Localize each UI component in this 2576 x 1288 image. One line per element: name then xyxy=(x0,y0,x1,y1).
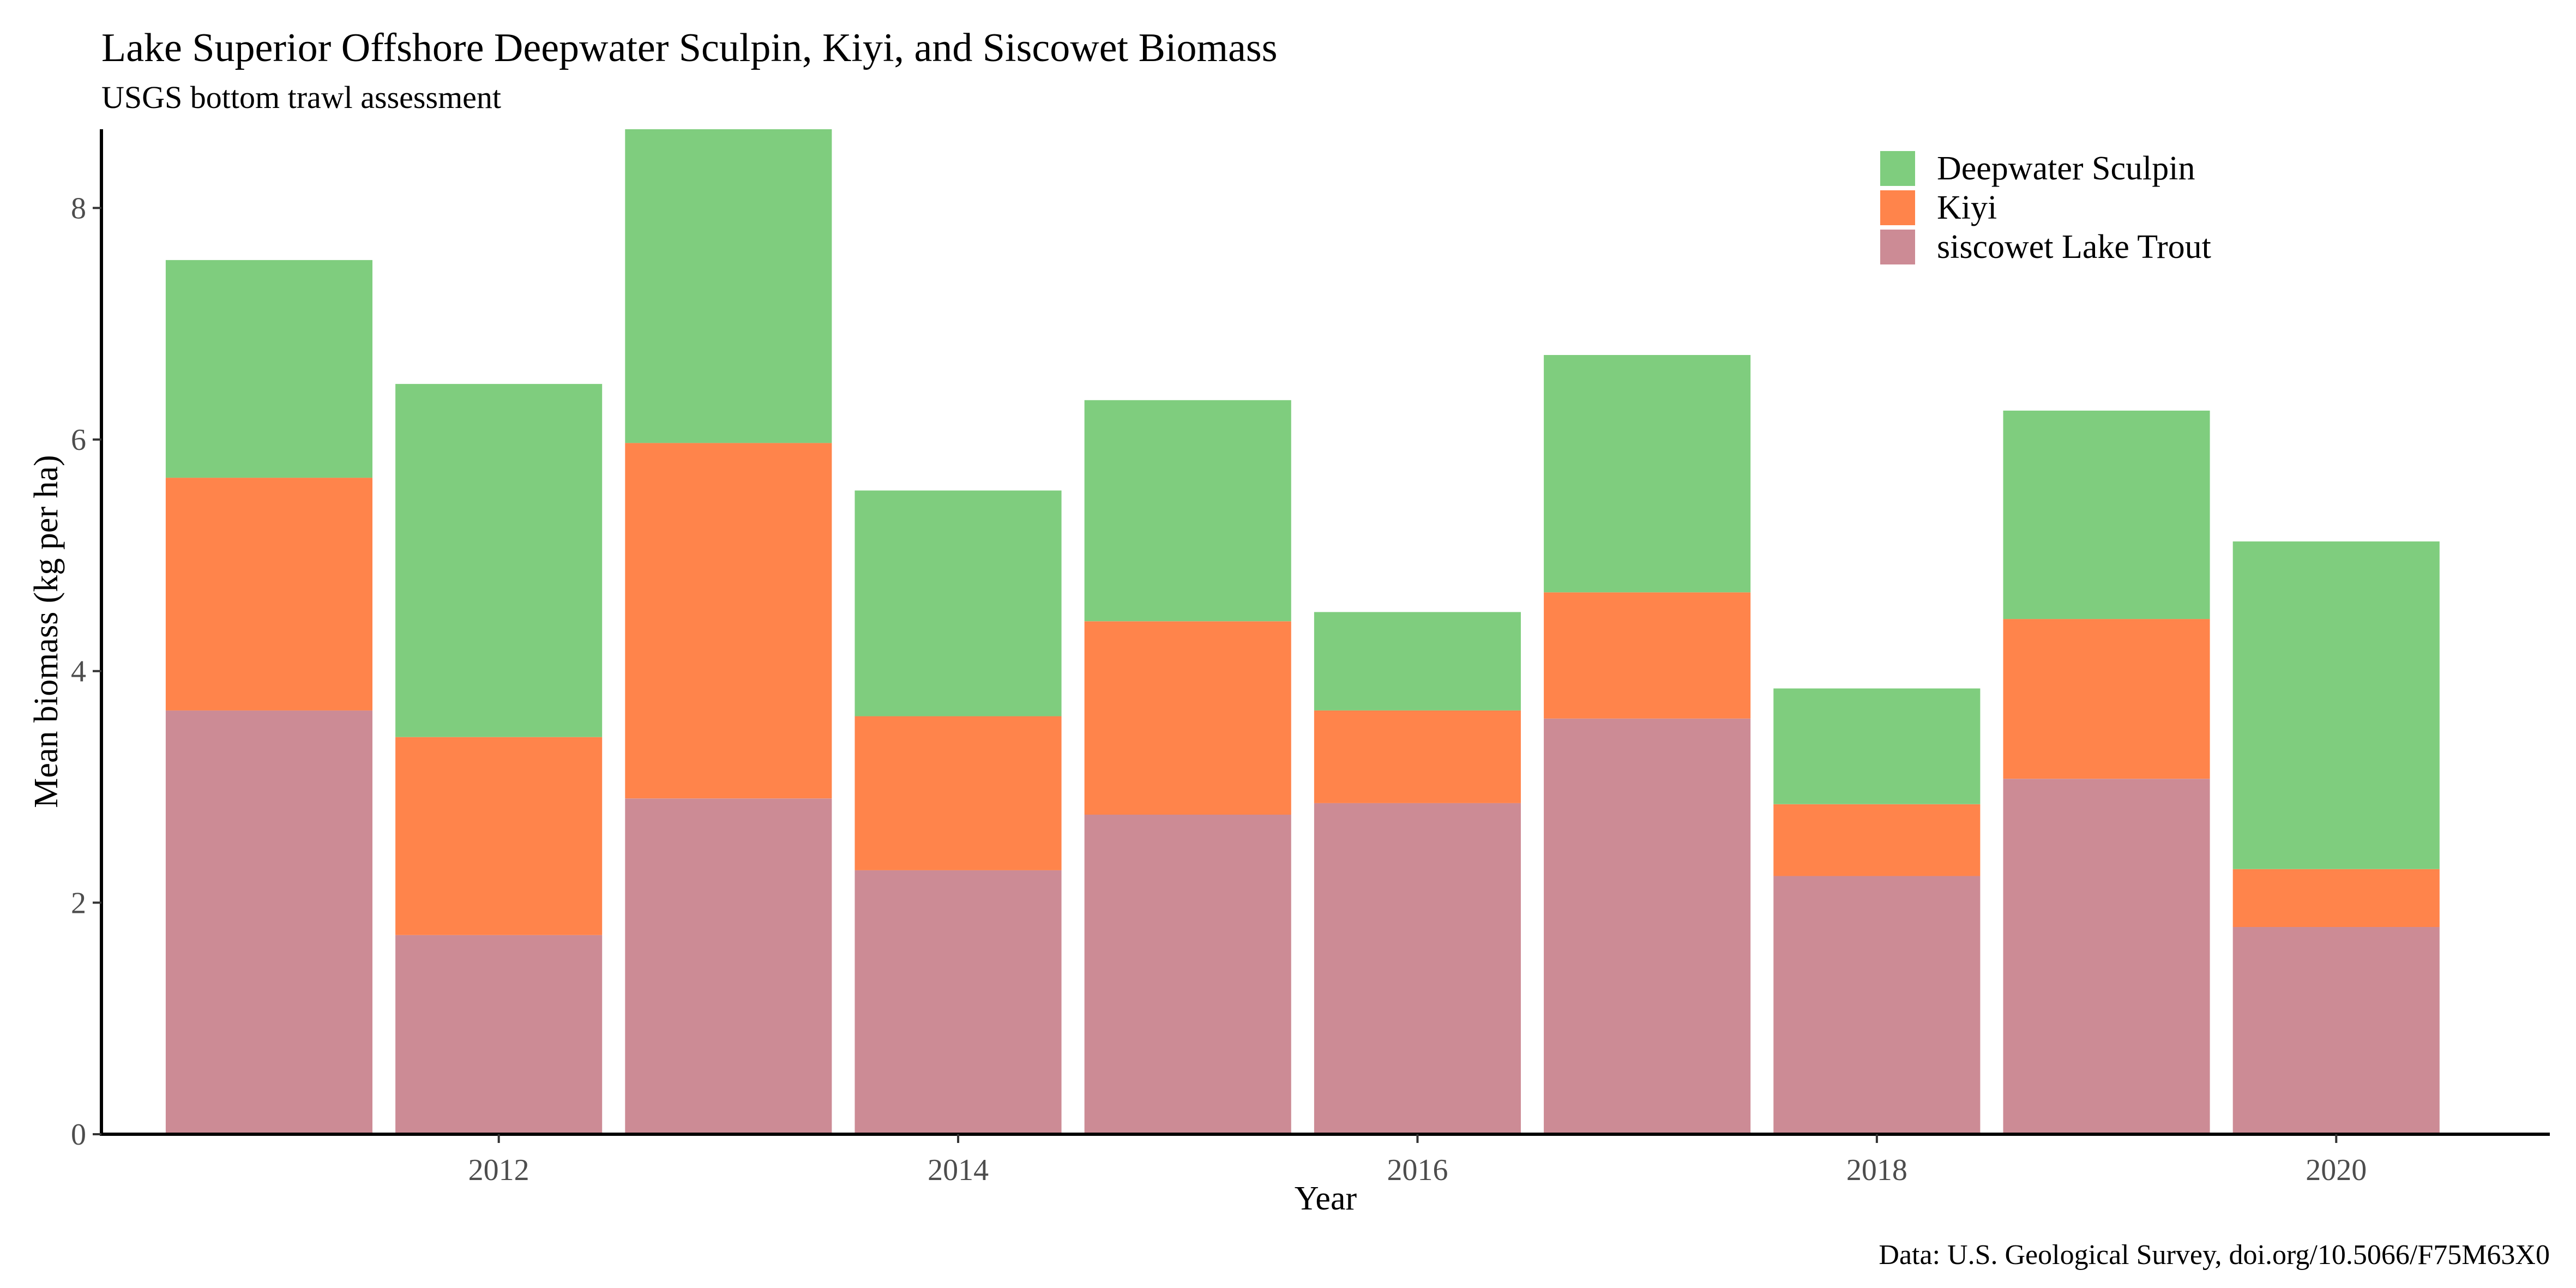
legend-label: siscowet Lake Trout xyxy=(1937,228,2211,266)
bar-deepwater-sculpin-2012 xyxy=(395,384,603,737)
bar-deepwater-sculpin-2020 xyxy=(2232,541,2440,869)
x-ticks-group: 2012 2014 2016 2018 2020 xyxy=(468,1134,2367,1187)
bar-siscowet-lake-trout-2020 xyxy=(2232,926,2440,1134)
bar-deepwater-sculpin-2017 xyxy=(1544,355,1751,593)
y-axis-title: Mean biomass (kg per ha) xyxy=(28,455,65,808)
bar-siscowet-lake-trout-2013 xyxy=(625,798,832,1134)
x-tick-label: 2018 xyxy=(1846,1153,1907,1187)
bar-deepwater-sculpin-2019 xyxy=(2003,411,2210,619)
x-tick-label: 2020 xyxy=(2306,1153,2367,1187)
bar-deepwater-sculpin-2011 xyxy=(165,260,372,478)
bar-kiyi-2020 xyxy=(2232,869,2440,927)
bar-kiyi-2014 xyxy=(854,716,1062,870)
y-tick-label: 2 xyxy=(71,886,86,920)
chart-subtitle: USGS bottom trawl assessment xyxy=(101,80,501,115)
bar-kiyi-2017 xyxy=(1544,592,1751,719)
bar-deepwater-sculpin-2016 xyxy=(1314,612,1521,711)
y-tick-label: 8 xyxy=(71,191,86,225)
legend-label: Deepwater Sculpin xyxy=(1937,150,2195,187)
x-axis-title: Year xyxy=(1295,1180,1357,1217)
x-tick-label: 2014 xyxy=(928,1153,989,1187)
x-tick-label: 2012 xyxy=(468,1153,529,1187)
bar-deepwater-sculpin-2014 xyxy=(854,490,1062,717)
data-caption: Data: U.S. Geological Survey, doi.org/10… xyxy=(1879,1239,2550,1271)
bar-kiyi-2013 xyxy=(625,443,832,799)
bar-siscowet-lake-trout-2019 xyxy=(2003,779,2210,1134)
chart-title: Lake Superior Offshore Deepwater Sculpin… xyxy=(101,26,1278,70)
legend-label: Kiyi xyxy=(1937,189,1997,226)
y-tick-label: 4 xyxy=(71,655,86,689)
bar-siscowet-lake-trout-2017 xyxy=(1544,718,1751,1134)
bar-kiyi-2018 xyxy=(1773,804,1981,876)
bar-kiyi-2019 xyxy=(2003,619,2210,779)
bar-siscowet-lake-trout-2011 xyxy=(165,710,372,1134)
y-tick-label: 0 xyxy=(71,1118,86,1152)
y-ticks-group: 0 2 4 6 8 xyxy=(71,191,101,1152)
bar-kiyi-2016 xyxy=(1314,710,1521,803)
y-tick-label: 6 xyxy=(71,423,86,457)
bar-kiyi-2015 xyxy=(1084,621,1291,815)
bars-group xyxy=(165,129,2440,1134)
bar-deepwater-sculpin-2015 xyxy=(1084,400,1291,622)
bar-kiyi-2012 xyxy=(395,737,603,935)
bar-deepwater-sculpin-2018 xyxy=(1773,688,1981,804)
legend-key-deepwater-sculpin xyxy=(1880,151,1915,186)
bar-siscowet-lake-trout-2015 xyxy=(1084,815,1291,1134)
bar-siscowet-lake-trout-2016 xyxy=(1314,803,1521,1134)
bar-deepwater-sculpin-2013 xyxy=(625,129,832,443)
legend-key-kiyi xyxy=(1880,190,1915,225)
bar-siscowet-lake-trout-2018 xyxy=(1773,876,1981,1134)
x-tick-label: 2016 xyxy=(1387,1153,1448,1187)
bar-siscowet-lake-trout-2014 xyxy=(854,870,1062,1134)
bar-kiyi-2011 xyxy=(165,478,372,711)
legend-key-siscowet-lake-trout xyxy=(1880,230,1915,264)
bar-siscowet-lake-trout-2012 xyxy=(395,935,603,1134)
